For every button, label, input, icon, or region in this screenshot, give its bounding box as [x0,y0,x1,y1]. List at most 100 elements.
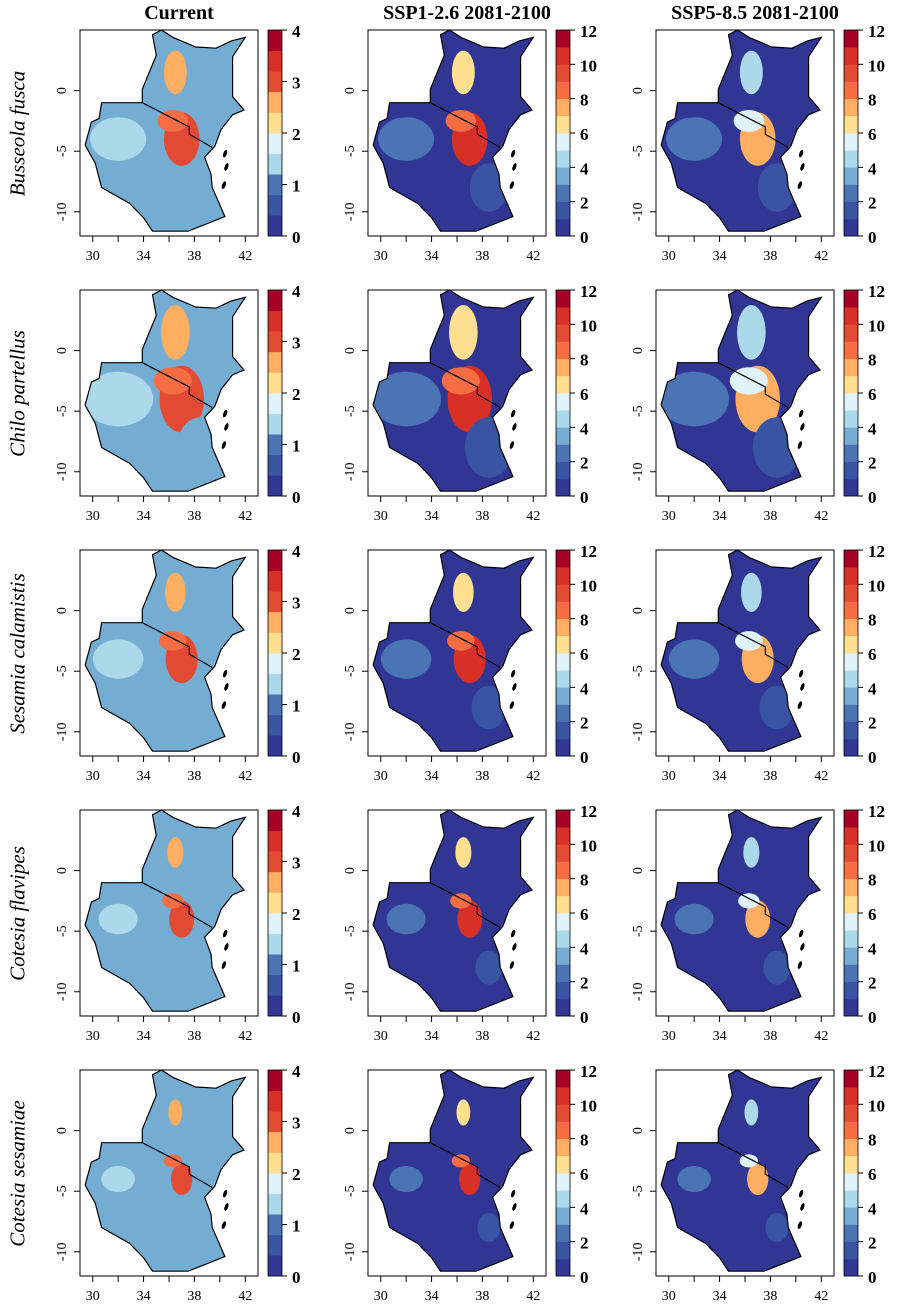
country-outline [372,809,535,1012]
suitability-patch [739,1154,758,1168]
suitability-patch [739,50,763,95]
colorbar-tick-label: 0 [868,228,877,247]
colorbar-swatch [268,871,282,893]
suitability-patch [759,685,794,730]
colorbar-swatch [556,981,570,1000]
x-tick-label: 38 [475,769,489,784]
colorbar-tick-label: 1 [292,177,301,196]
country-outline [660,809,823,1012]
colorbar-swatch [556,1224,570,1242]
colorbar-tick-label: 4 [580,679,589,698]
suitability-patch [171,1163,193,1196]
colorbar-swatch [268,673,282,695]
x-tick-label: 30 [662,249,676,264]
colorbar-swatch [844,550,858,568]
colorbar-swatch [844,618,858,637]
y-tick-label: 0 [343,87,358,94]
colorbar-swatch [556,64,570,82]
suitability-patch [157,109,189,132]
island [224,683,229,691]
island [221,441,227,449]
suitability-patch [745,900,771,938]
colorbar-swatch [556,550,570,568]
colorbar-swatch [556,1241,570,1260]
y-tick-label: 0 [55,1127,70,1134]
colorbar-tick-label: 6 [868,1165,877,1184]
x-tick-label: 42 [238,509,252,524]
colorbar-swatch [844,98,858,117]
map-panel: 30 34 38 42 0 -5 -10 0 2 4 6 8 10 12 [343,542,597,784]
x-tick-label: 30 [374,509,388,524]
x-tick-label: 42 [814,769,828,784]
colorbar-swatch [844,1070,858,1088]
colorbar-swatch [844,133,858,151]
y-tick-label: -10 [55,202,70,221]
colorbar-swatch [268,632,282,654]
x-tick-label: 34 [425,1289,439,1304]
y-tick-label: -10 [631,202,646,221]
colorbar-tick-label: 4 [580,939,589,958]
suitability-patch [449,305,478,360]
colorbar-swatch [556,653,570,671]
colorbar-swatch [556,30,570,48]
suitability-patch [471,685,506,730]
colorbar-swatch [844,895,858,914]
x-tick-label: 42 [814,1289,828,1304]
colorbar-swatch [844,878,858,897]
island [224,1203,229,1211]
colorbar-swatch [268,550,282,571]
colorbar-tick-label: 4 [580,419,589,438]
map-panel: 30 34 38 42 0 -5 -10 0 2 4 6 8 10 12 [343,22,597,264]
colorbar-swatch [268,393,282,414]
colorbar-tick-label: 12 [580,22,597,41]
colorbar-tick-label: 0 [292,1008,301,1027]
island [797,181,803,189]
y-tick-label: -5 [631,145,646,157]
x-tick-label: 30 [374,1289,388,1304]
colorbar-tick-label: 2 [292,905,301,924]
colorbar-swatch [844,947,858,965]
colorbar-tick-label: 1 [292,437,301,456]
colorbar-tick-label: 4 [292,802,301,821]
x-tick-label: 42 [238,769,252,784]
colorbar-tick-label: 3 [292,1114,301,1133]
colorbar-swatch [844,218,858,237]
colorbar-swatch [844,1087,858,1105]
island [509,441,515,449]
column-title: Current [144,2,214,24]
colorbar-tick-label: 0 [292,228,301,247]
column-title: SSP1-2.6 2081-2100 [383,2,551,24]
x-tick-label: 34 [425,769,439,784]
x-tick-label: 30 [86,1029,100,1044]
y-tick-label: -5 [631,925,646,937]
x-tick-label: 34 [425,249,439,264]
suitability-patch [181,163,220,212]
colorbar-swatch [844,461,858,480]
colorbar-swatch [268,735,282,757]
island [222,929,228,938]
colorbar-tick-label: 8 [580,1131,589,1150]
colorbar-swatch [556,1155,570,1174]
colorbar-tick-label: 6 [580,905,589,924]
suitability-patch [389,1165,423,1193]
colorbar-swatch [556,201,570,220]
x-tick-label: 38 [763,1029,777,1044]
y-tick-label: 0 [343,607,358,614]
colorbar-swatch [844,1207,858,1225]
colorbar-swatch [556,444,570,462]
x-tick-label: 34 [713,1029,727,1044]
colorbar-tick-label: 2 [580,454,589,473]
x-tick-label: 42 [526,509,540,524]
country-outline [372,289,535,492]
y-tick-label: 0 [55,87,70,94]
colorbar-swatch [268,454,282,476]
colorbar-tick-label: 4 [580,159,589,178]
island [509,961,515,969]
island [512,1203,517,1211]
border-line [430,102,501,149]
colorbar-swatch [844,738,858,757]
x-tick-label: 42 [238,1029,252,1044]
